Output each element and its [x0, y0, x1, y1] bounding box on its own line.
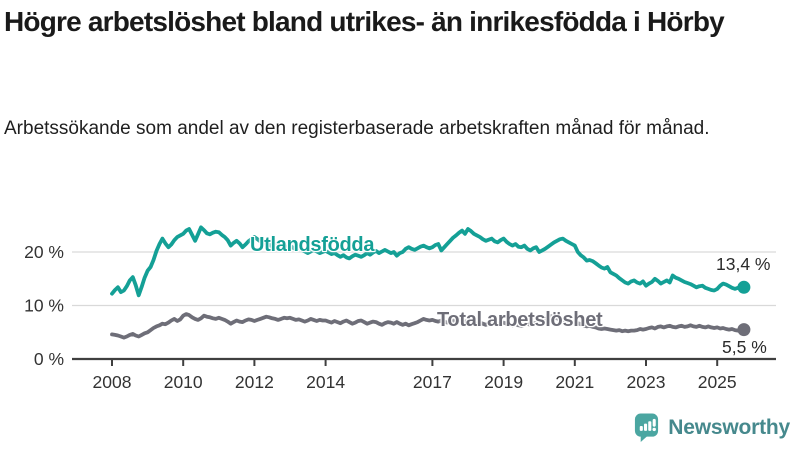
- x-tick-label-2008: 2008: [93, 372, 132, 392]
- x-tick-label-2012: 2012: [235, 372, 274, 392]
- newsworthy-icon: [635, 413, 659, 442]
- line-series-0: [110, 225, 746, 298]
- x-tick-label-2025: 2025: [698, 372, 737, 392]
- x-tick-label-2014: 2014: [306, 372, 345, 392]
- series-label-total-arbetsloshet: Total arbetslöshet: [437, 309, 603, 331]
- x-tick-label-2023: 2023: [627, 372, 666, 392]
- x-tick-label-2017: 2017: [413, 372, 452, 392]
- y-tick-label-20: 20 %: [24, 242, 64, 262]
- end-dot-series-0: [737, 280, 751, 294]
- page-subtitle: Arbetssökande som andel av den registerb…: [4, 118, 710, 139]
- x-tick-label-2021: 2021: [555, 372, 594, 392]
- newsworthy-wordmark: Newsworthy: [668, 415, 790, 439]
- x-tick-label-2019: 2019: [484, 372, 523, 392]
- y-tick-label-0: 0 %: [34, 349, 64, 369]
- page-title: Högre arbetslöshet bland utrikes- än inr…: [4, 6, 725, 37]
- end-value-utlandsfodda: 13,4 %: [716, 254, 771, 274]
- end-dot-series-1: [737, 323, 751, 337]
- series-label-utlandsfodda: Utlandsfödda: [250, 234, 375, 256]
- x-tick-label-2010: 2010: [164, 372, 203, 392]
- y-tick-label-10: 10 %: [24, 296, 64, 316]
- end-value-total: 5,5 %: [722, 337, 767, 357]
- newsworthy-logo[interactable]: Newsworthy: [633, 412, 790, 443]
- line-series-1: [110, 312, 746, 340]
